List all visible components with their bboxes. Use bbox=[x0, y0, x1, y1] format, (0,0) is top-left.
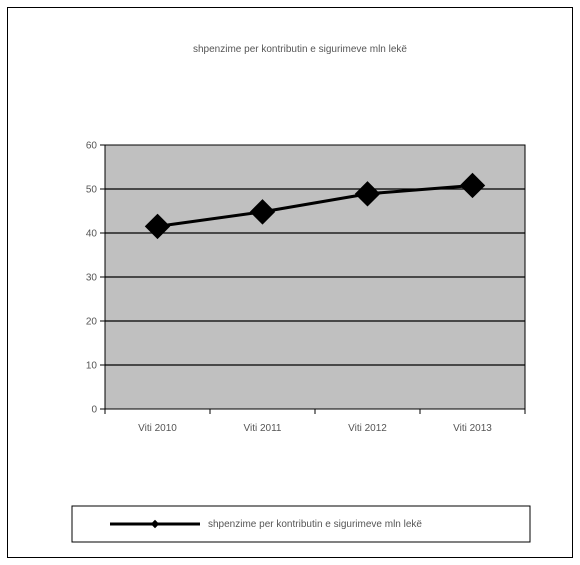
y-axis: 0 10 20 30 40 50 60 bbox=[86, 141, 106, 416]
y-tick-label: 0 bbox=[91, 405, 97, 416]
legend-entry-label: shpenzime per kontributin e sigurimeve m… bbox=[208, 519, 422, 530]
data-point-marker bbox=[144, 213, 171, 240]
y-tick-label: 10 bbox=[86, 361, 98, 372]
data-point-marker bbox=[249, 199, 276, 225]
x-tick-label: Viti 2010 bbox=[138, 423, 177, 434]
chart-title: shpenzime per kontributin e sigurimeve m… bbox=[193, 44, 407, 55]
y-tick-label: 50 bbox=[86, 185, 98, 196]
series-line bbox=[157, 183, 473, 228]
data-point-marker bbox=[459, 172, 486, 199]
gridlines bbox=[105, 188, 525, 366]
y-tick-label: 60 bbox=[86, 141, 98, 152]
x-tick-label: Viti 2012 bbox=[348, 423, 387, 434]
x-axis: Viti 2010 Viti 2011 Viti 2012 Viti 2013 bbox=[104, 408, 526, 434]
y-tick-label: 40 bbox=[86, 229, 98, 240]
y-tick-label: 30 bbox=[86, 273, 98, 284]
y-tick-label: 20 bbox=[86, 317, 98, 328]
x-tick-label: Viti 2011 bbox=[244, 423, 282, 434]
x-tick-label: Viti 2013 bbox=[453, 423, 492, 434]
series bbox=[144, 172, 486, 240]
data-point-marker bbox=[354, 181, 381, 207]
